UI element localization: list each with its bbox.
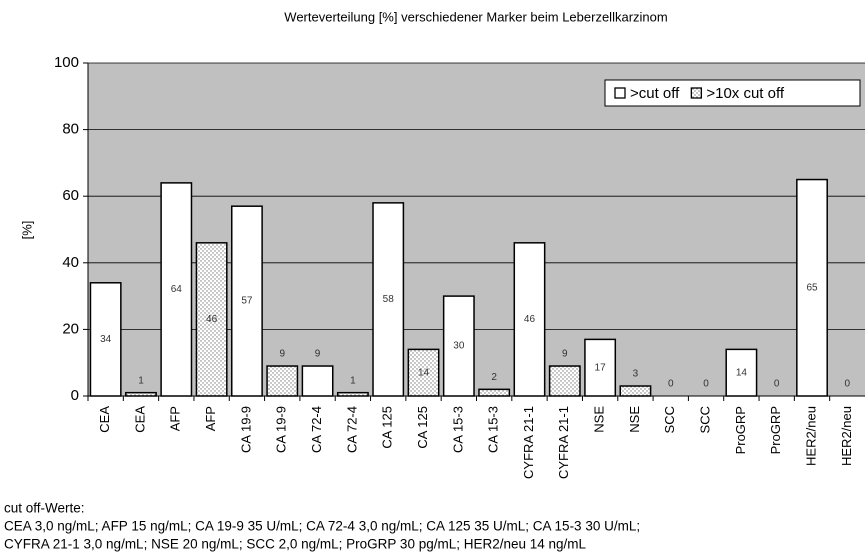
- x-tick-label: AFP: [203, 406, 218, 431]
- y-tick-label: 60: [62, 187, 79, 204]
- bar: [725, 348, 758, 397]
- value-label: 65: [806, 282, 818, 293]
- bar: [478, 388, 511, 397]
- value-label: 30: [453, 341, 465, 352]
- value-label: 34: [100, 334, 112, 345]
- bar: [513, 242, 546, 397]
- x-tick-label: NSE: [627, 406, 642, 433]
- x-tick-label: HER2/neu: [803, 406, 818, 466]
- chart-title: Werteverteilung [%] verschiedener Marker…: [284, 9, 667, 24]
- value-label: 9: [562, 349, 568, 360]
- y-tick-label: 40: [62, 254, 79, 271]
- legend-swatch: [690, 87, 702, 99]
- x-tick-label: CA 19-9: [274, 406, 289, 453]
- value-label: 58: [383, 294, 395, 305]
- bar: [619, 385, 652, 397]
- bar: [584, 338, 617, 397]
- bar: [336, 391, 369, 397]
- bar: [407, 348, 440, 397]
- legend-label: >10x cut off: [706, 85, 785, 102]
- x-tick-label: CA 72-4: [309, 406, 324, 453]
- bar: [796, 178, 828, 397]
- value-label: 17: [595, 362, 607, 373]
- x-tick-label: CYFRA 21-1: [521, 406, 536, 479]
- y-tick-label: 20: [62, 320, 79, 337]
- footnote: cut off-Werte:: [4, 501, 85, 516]
- value-label: 0: [845, 379, 851, 390]
- footnote: CYFRA 21-1 3,0 ng/mL; NSE 20 ng/mL; SCC …: [4, 537, 587, 552]
- y-tick-label: 80: [62, 121, 79, 138]
- value-label: 14: [736, 367, 748, 378]
- x-tick-label: CA 125: [415, 406, 430, 449]
- legend-swatch: [614, 87, 626, 99]
- value-label: 3: [633, 369, 639, 380]
- value-label: 9: [279, 349, 285, 360]
- legend-label: >cut off: [630, 85, 680, 102]
- bar: [160, 182, 193, 397]
- x-tick-label: CEA: [132, 406, 147, 433]
- value-label: 1: [138, 375, 144, 386]
- x-tick-label: CA 72-4: [344, 406, 359, 453]
- value-label: 2: [491, 372, 497, 383]
- bar: [372, 202, 405, 397]
- legend-box: [604, 79, 861, 107]
- bar: [548, 365, 581, 397]
- bar: [89, 282, 122, 397]
- footnote: CEA 3,0 ng/mL; AFP 15 ng/mL; CA 19-9 35 …: [4, 519, 640, 534]
- x-tick-label: SCC: [698, 406, 713, 433]
- value-label: 46: [206, 314, 218, 325]
- x-tick-label: CA 15-3: [450, 406, 465, 453]
- x-tick-label: ProGRP: [768, 406, 783, 454]
- value-label: 0: [774, 379, 780, 390]
- x-tick-label: HER2/neu: [839, 406, 854, 466]
- bar: [195, 242, 228, 397]
- x-tick-label: AFP: [168, 406, 183, 431]
- value-label: 1: [350, 375, 356, 386]
- value-label: 57: [241, 296, 253, 307]
- bar: [266, 365, 299, 397]
- value-label: 0: [668, 379, 674, 390]
- x-tick-label: NSE: [592, 406, 607, 433]
- x-tick-label: CEA: [97, 406, 112, 433]
- bar: [230, 205, 263, 397]
- value-label: 0: [703, 379, 709, 390]
- x-tick-label: CA 125: [380, 406, 395, 449]
- x-tick-label: CA 19-9: [238, 406, 253, 453]
- value-label: 46: [524, 314, 536, 325]
- x-tick-label: ProGRP: [733, 406, 748, 454]
- x-tick-label: CYFRA 21-1: [556, 406, 571, 479]
- value-label: 14: [418, 367, 430, 378]
- bar: [301, 365, 334, 397]
- bar: [125, 391, 157, 397]
- bar: [442, 295, 475, 397]
- y-axis-label: [%]: [19, 221, 34, 240]
- value-label: 9: [315, 349, 321, 360]
- value-label: 64: [171, 284, 183, 295]
- y-tick-label: 0: [71, 387, 79, 404]
- x-tick-label: CA 15-3: [486, 406, 501, 453]
- y-tick-label: 100: [54, 54, 79, 71]
- x-tick-label: SCC: [662, 406, 677, 433]
